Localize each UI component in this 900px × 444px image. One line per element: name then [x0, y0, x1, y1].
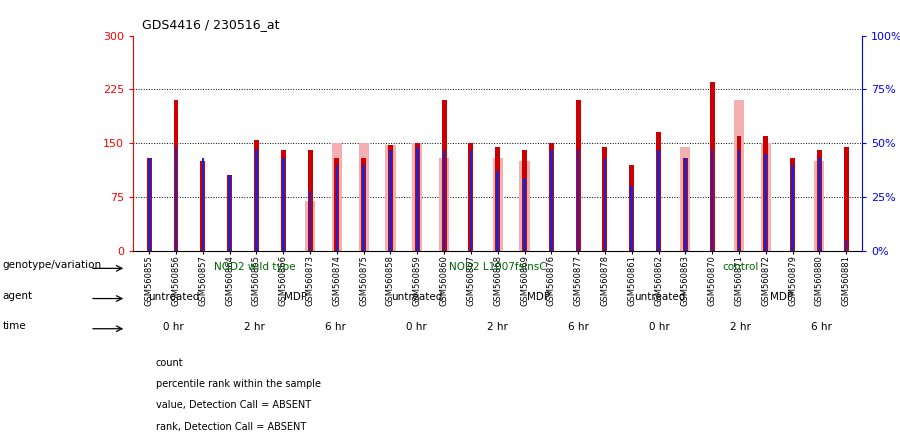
Bar: [760, 143, 770, 251]
Bar: [814, 161, 824, 251]
Text: 6 hr: 6 hr: [325, 322, 346, 332]
Bar: [412, 143, 422, 251]
Bar: [845, 240, 848, 251]
Bar: [469, 143, 473, 251]
Bar: [201, 161, 205, 251]
Bar: [174, 100, 178, 251]
Bar: [415, 143, 419, 251]
Text: rank, Detection Call = ABSENT: rank, Detection Call = ABSENT: [156, 422, 306, 432]
Bar: [523, 178, 526, 251]
Bar: [308, 151, 312, 251]
Text: MDP: MDP: [526, 292, 550, 302]
Bar: [148, 158, 150, 251]
Bar: [335, 158, 339, 251]
Text: 0 hr: 0 hr: [406, 322, 428, 332]
Bar: [817, 151, 822, 251]
Bar: [550, 150, 553, 251]
Bar: [790, 158, 795, 251]
Text: agent: agent: [3, 290, 32, 301]
Text: 2 hr: 2 hr: [730, 322, 752, 332]
Text: control: control: [723, 262, 759, 272]
Bar: [229, 175, 231, 251]
Bar: [495, 147, 500, 251]
Bar: [604, 158, 607, 251]
Bar: [389, 150, 392, 251]
Bar: [443, 150, 446, 251]
Bar: [791, 165, 794, 251]
Bar: [497, 171, 499, 251]
Bar: [332, 143, 342, 251]
Bar: [656, 132, 661, 251]
Bar: [305, 201, 315, 251]
Bar: [519, 161, 529, 251]
Bar: [711, 150, 714, 251]
Text: 2 hr: 2 hr: [244, 322, 266, 332]
Bar: [630, 186, 633, 251]
Bar: [442, 100, 446, 251]
Bar: [818, 158, 821, 251]
Bar: [281, 151, 285, 251]
Text: 6 hr: 6 hr: [568, 322, 590, 332]
Bar: [336, 165, 338, 251]
Bar: [492, 158, 503, 251]
Bar: [361, 158, 366, 251]
Bar: [202, 158, 204, 251]
Bar: [385, 145, 396, 251]
Bar: [228, 175, 232, 251]
Bar: [358, 143, 369, 251]
Bar: [309, 190, 311, 251]
Text: untreated: untreated: [634, 292, 686, 302]
Text: 6 hr: 6 hr: [811, 322, 832, 332]
Bar: [147, 158, 152, 251]
Bar: [549, 143, 554, 251]
Bar: [175, 147, 177, 251]
Bar: [282, 158, 284, 251]
Text: time: time: [3, 321, 26, 331]
Text: MDP: MDP: [284, 292, 307, 302]
Bar: [763, 136, 768, 251]
Bar: [363, 165, 365, 251]
Text: GDS4416 / 230516_at: GDS4416 / 230516_at: [142, 18, 280, 31]
Text: 2 hr: 2 hr: [487, 322, 508, 332]
Text: 0 hr: 0 hr: [649, 322, 670, 332]
Bar: [388, 145, 393, 251]
Bar: [255, 150, 257, 251]
Bar: [522, 151, 526, 251]
Bar: [602, 147, 608, 251]
Text: MDP: MDP: [770, 292, 793, 302]
Text: untreated: untreated: [391, 292, 443, 302]
Bar: [629, 165, 634, 251]
Bar: [734, 100, 744, 251]
Text: NOD2 wild type: NOD2 wild type: [214, 262, 295, 272]
Bar: [738, 150, 741, 251]
Text: NOD2 L1007fsinsC: NOD2 L1007fsinsC: [449, 262, 546, 272]
Text: genotype/variation: genotype/variation: [3, 260, 102, 270]
Bar: [764, 154, 767, 251]
Bar: [470, 150, 472, 251]
Text: untreated: untreated: [148, 292, 200, 302]
Bar: [657, 150, 660, 251]
Text: value, Detection Call = ABSENT: value, Detection Call = ABSENT: [156, 400, 310, 410]
Bar: [736, 136, 742, 251]
Bar: [680, 147, 690, 251]
Bar: [710, 82, 715, 251]
Bar: [576, 100, 580, 251]
Bar: [844, 244, 848, 251]
Text: percentile rank within the sample: percentile rank within the sample: [156, 379, 320, 389]
Bar: [309, 193, 311, 251]
Bar: [684, 158, 687, 251]
Bar: [683, 158, 688, 251]
Bar: [439, 158, 449, 251]
Text: 0 hr: 0 hr: [163, 322, 184, 332]
Text: count: count: [156, 358, 184, 368]
Bar: [254, 139, 259, 251]
Bar: [416, 147, 418, 251]
Bar: [577, 150, 580, 251]
Bar: [843, 147, 849, 251]
